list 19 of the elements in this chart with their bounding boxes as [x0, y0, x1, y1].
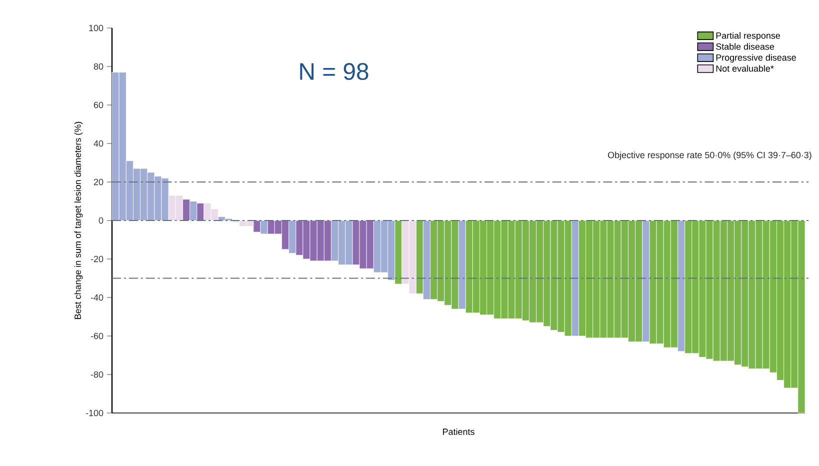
y-tick-label: 60 [94, 102, 104, 108]
legend-label: Progressive disease [716, 54, 796, 62]
y-tick-label: 40 [94, 140, 104, 147]
x-axis-title: Patients [443, 428, 474, 435]
y-tick-label: 80 [94, 63, 104, 70]
y-tick-label: -20 [90, 256, 104, 262]
y-tick-label: 0 [98, 217, 104, 224]
y-tick-label: 100 [89, 24, 104, 32]
legend-label: Stable disease [716, 43, 774, 50]
annotation: N = 98 [300, 63, 368, 80]
y-tick-label: -80 [90, 371, 104, 378]
y-axis-title: Best change in sum of target lesion diameters (%) [74, 122, 83, 319]
y-tick-label: -40 [90, 294, 104, 301]
y-tick-label: 20 [94, 178, 104, 186]
legend-label: Partial response [716, 32, 780, 41]
legend-label: Not evaluable* [716, 65, 774, 72]
annotation: Objective response rate 50·0% (95% CI 39·7–60·3) [608, 152, 812, 160]
y-tick-label: -60 [90, 332, 104, 340]
y-tick-label: -100 [86, 410, 104, 416]
